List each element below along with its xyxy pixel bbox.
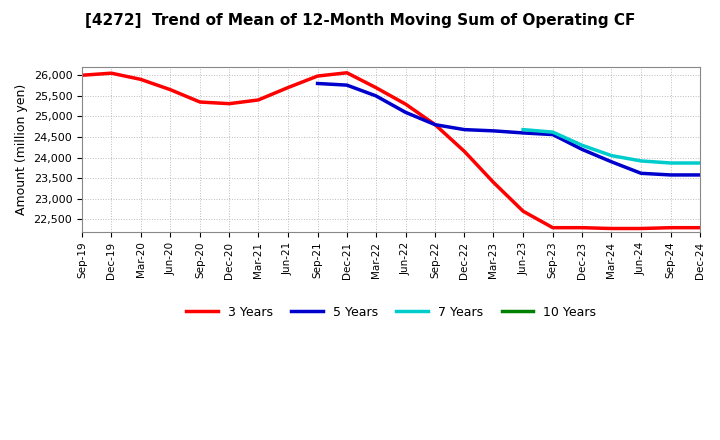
Line: 3 Years: 3 Years <box>82 73 700 228</box>
Legend: 3 Years, 5 Years, 7 Years, 10 Years: 3 Years, 5 Years, 7 Years, 10 Years <box>181 301 600 324</box>
Y-axis label: Amount (million yen): Amount (million yen) <box>15 84 28 215</box>
Line: 7 Years: 7 Years <box>523 130 700 163</box>
Text: [4272]  Trend of Mean of 12-Month Moving Sum of Operating CF: [4272] Trend of Mean of 12-Month Moving … <box>85 13 635 28</box>
Line: 5 Years: 5 Years <box>318 84 700 175</box>
